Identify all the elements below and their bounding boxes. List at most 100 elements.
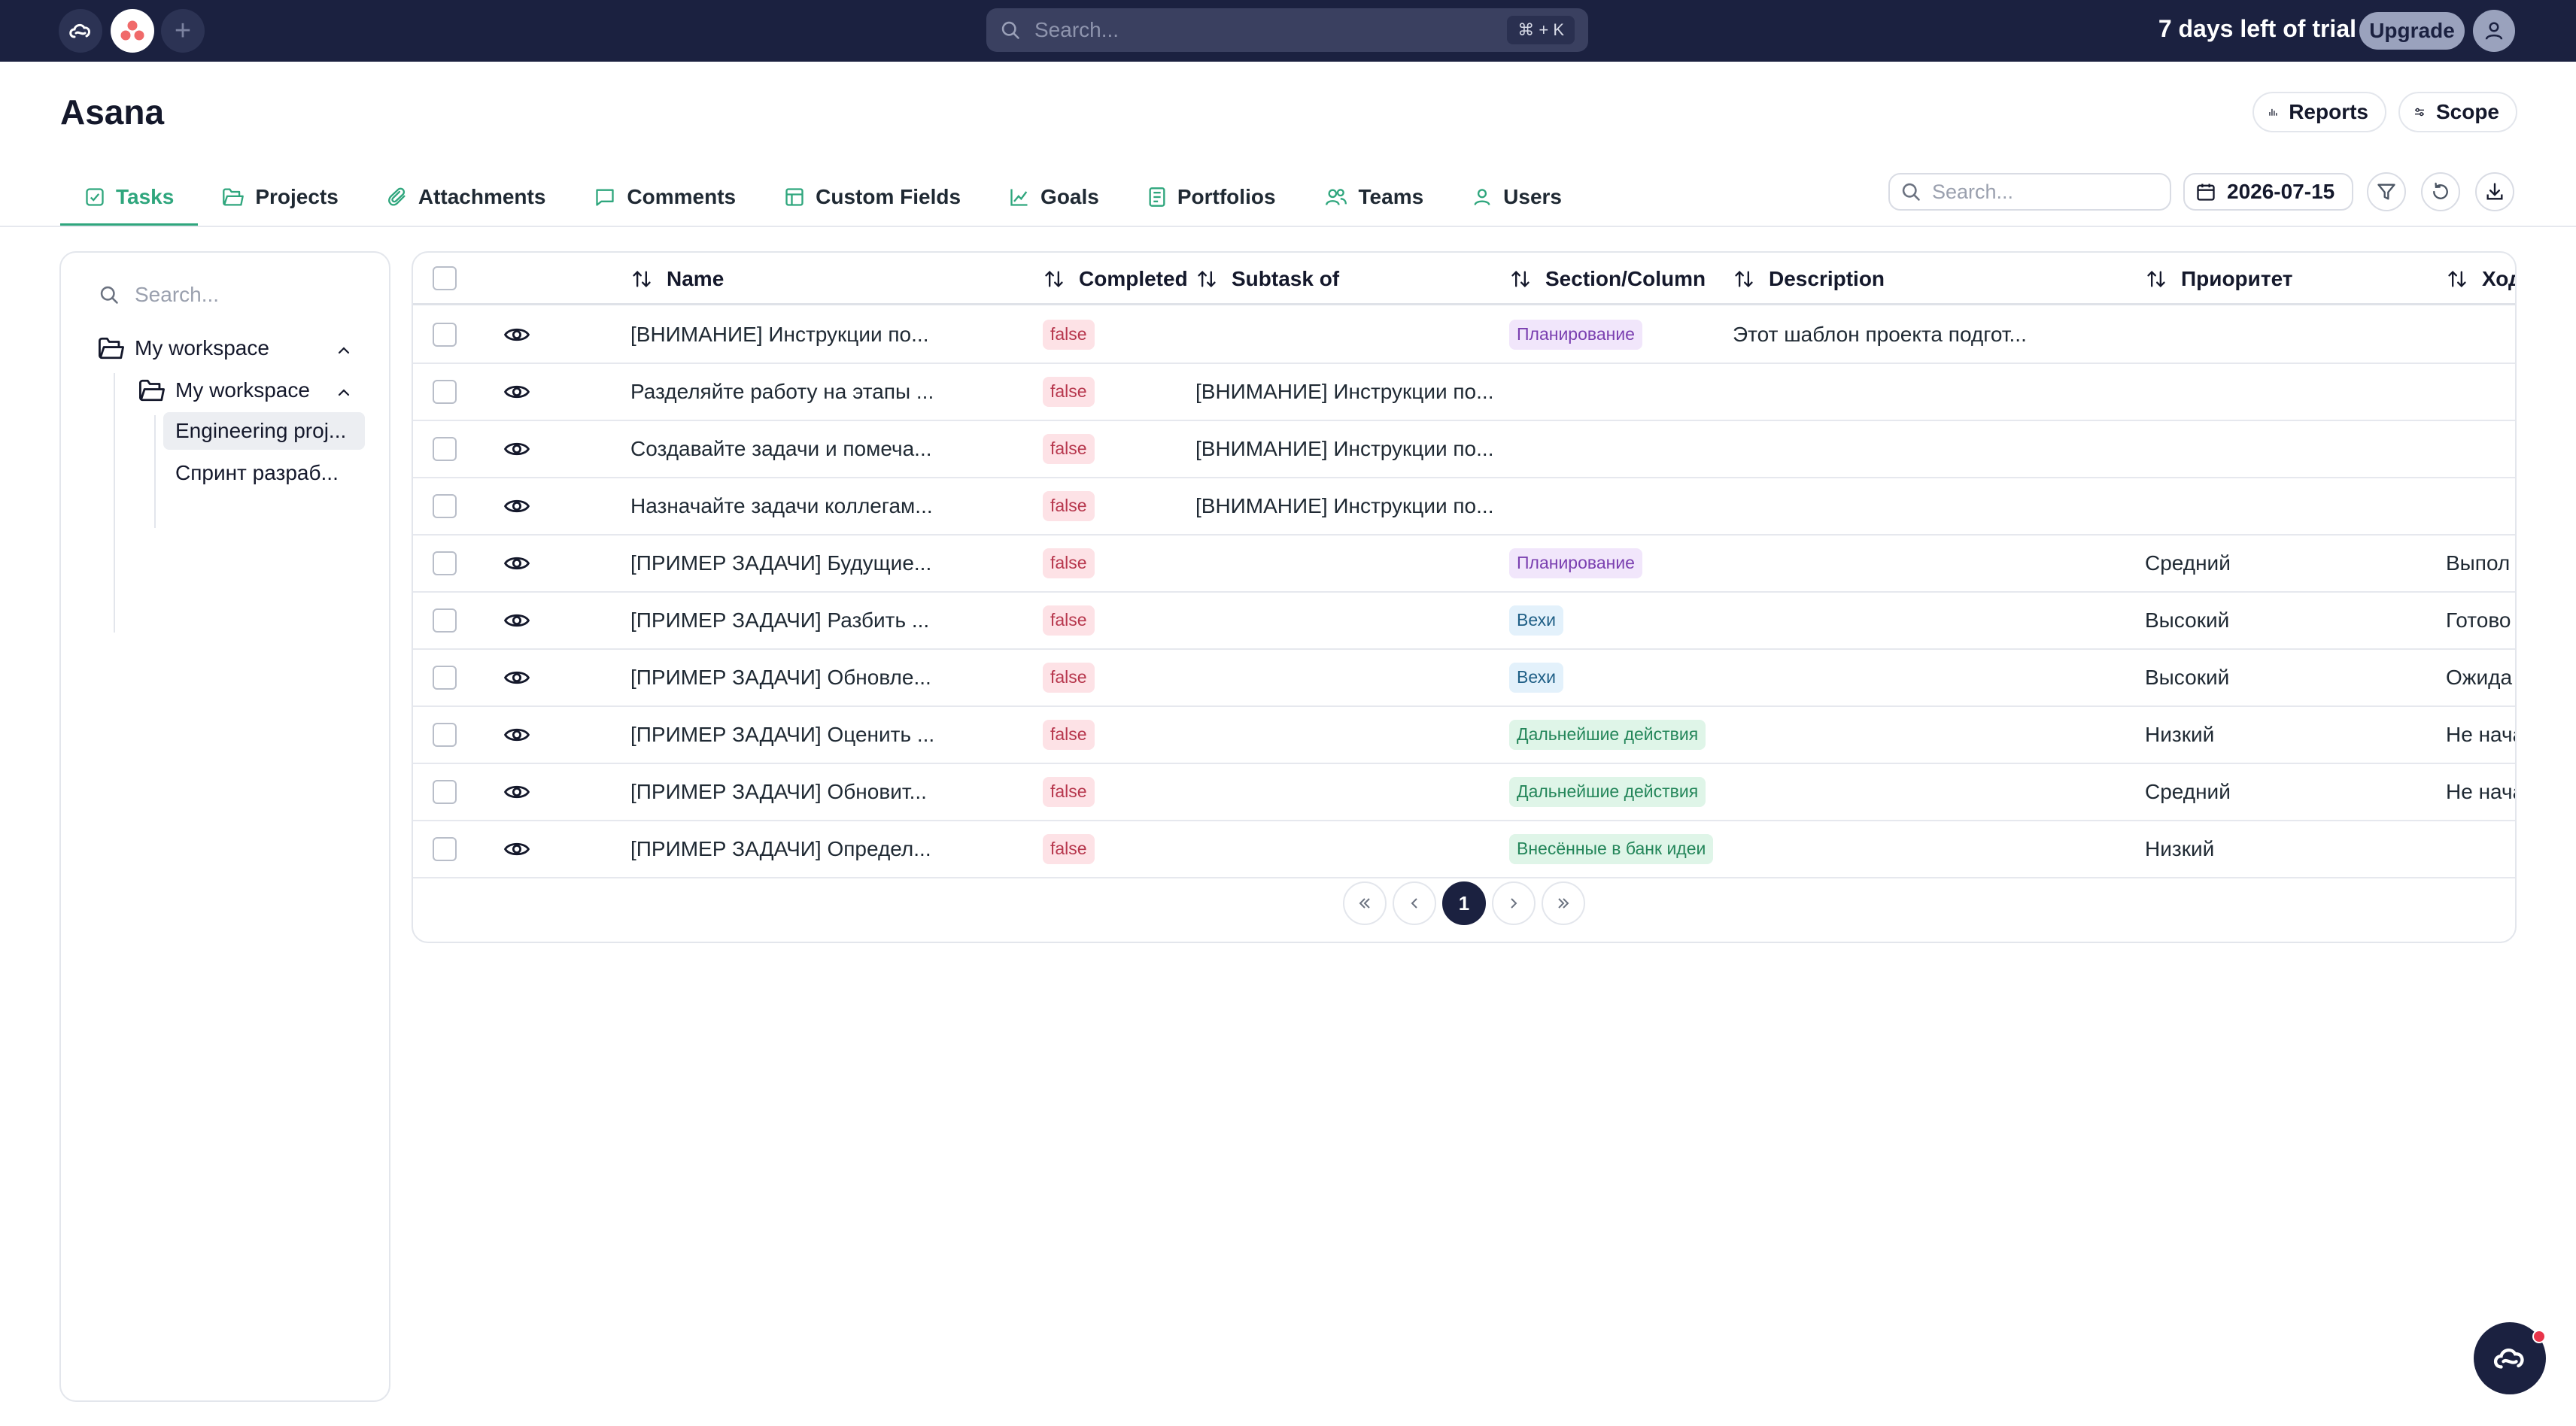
row-checkbox[interactable]	[433, 437, 457, 461]
date-picker[interactable]: 2026-07-15	[2183, 173, 2353, 211]
page-button-current[interactable]: 1	[1442, 881, 1486, 925]
filter-button[interactable]	[2367, 172, 2406, 211]
cell-completed: false	[1043, 536, 1178, 591]
plus-icon[interactable]: +	[161, 9, 205, 53]
tab-attachments[interactable]: Attachments	[363, 167, 570, 227]
th-section[interactable]: Section/Column	[1509, 253, 1706, 305]
cell-progress	[2446, 821, 2515, 877]
tab-custom-fields[interactable]: Custom Fields	[760, 167, 985, 227]
th-description[interactable]: Description	[1733, 253, 1885, 305]
view-eye-icon[interactable]	[503, 421, 541, 477]
table-row[interactable]: Назначайте задачи коллегам... false [ВНИМА…	[413, 478, 2515, 536]
view-eye-icon[interactable]	[503, 536, 541, 591]
tab-comments[interactable]: Comments	[570, 167, 760, 227]
last-page-button[interactable]	[1542, 881, 1585, 925]
th-completed[interactable]: Completed	[1043, 253, 1188, 305]
cell-name[interactable]: [ПРИМЕР ЗАДАЧИ] Оценить ...	[630, 723, 935, 746]
th-name[interactable]: Name	[630, 253, 724, 305]
completed-badge: false	[1043, 377, 1095, 407]
asana-logo-icon[interactable]	[111, 9, 154, 53]
section-badge: Дальнейшие действия	[1509, 777, 1706, 807]
cell-name[interactable]: [ПРИМЕР ЗАДАЧИ] Определ...	[630, 837, 931, 860]
user-avatar[interactable]	[2473, 10, 2515, 52]
reports-button[interactable]: Reports	[2252, 92, 2386, 132]
cell-completed: false	[1043, 764, 1178, 820]
download-button[interactable]	[2475, 172, 2514, 211]
page-title: Asana	[60, 93, 165, 132]
row-checkbox[interactable]	[433, 837, 457, 861]
table-row[interactable]: [ВНИМАНИЕ] Инструкции по... false Планиров…	[413, 307, 2515, 364]
view-eye-icon[interactable]	[503, 707, 541, 763]
tree-item-engineering-project[interactable]: Engineering proj...	[163, 412, 365, 450]
cell-section: Планирование	[1509, 536, 1727, 591]
tab-teams[interactable]: Teams	[1300, 167, 1448, 227]
view-eye-icon[interactable]	[503, 593, 541, 648]
tab-projects[interactable]: Projects	[198, 167, 363, 227]
cell-name[interactable]: [ПРИМЕР ЗАДАЧИ] Будущие...	[630, 551, 932, 575]
table-row[interactable]: [ПРИМЕР ЗАДАЧИ] Будущие... false Планирова…	[413, 536, 2515, 593]
section-badge: Планирование	[1509, 548, 1642, 578]
tree-item-root-workspace[interactable]: My workspace	[97, 335, 269, 361]
view-eye-icon[interactable]	[503, 650, 541, 705]
table-row[interactable]: Создавайте задачи и помеча... false [ВНИМА…	[413, 421, 2515, 478]
tree-guide-line	[154, 415, 156, 528]
table-row[interactable]: Разделяйте работу на этапы ... false [ВНИМ…	[413, 364, 2515, 421]
cell-priority: Низкий	[2145, 837, 2215, 860]
cell-name[interactable]: [ПРИМЕР ЗАДАЧИ] Разбить ...	[630, 608, 930, 632]
cell-name[interactable]: Разделяйте работу на этапы ...	[630, 380, 934, 403]
th-subtask-of[interactable]: Subtask of	[1195, 253, 1339, 305]
cell-name[interactable]: [ПРИМЕР ЗАДАЧИ] Обновит...	[630, 780, 927, 803]
cell-completed: false	[1043, 821, 1178, 877]
prev-page-button[interactable]	[1393, 881, 1436, 925]
tree-item-sprint-project[interactable]: Спринт разраб...	[175, 461, 339, 484]
upgrade-button[interactable]: Upgrade	[2359, 12, 2465, 50]
sort-icon	[1045, 271, 1063, 287]
global-search[interactable]: Search... ⌘ + K	[986, 8, 1588, 52]
cell-name[interactable]: Назначайте задачи коллегам...	[630, 494, 933, 517]
scope-label: Scope	[2435, 100, 2499, 123]
view-eye-icon[interactable]	[503, 821, 541, 877]
view-eye-icon[interactable]	[503, 764, 541, 820]
chevron-up-icon[interactable]	[335, 341, 353, 360]
cell-name[interactable]: [ПРИМЕР ЗАДАЧИ] Обновле...	[630, 666, 931, 689]
view-eye-icon[interactable]	[503, 478, 541, 534]
tab-portfolios[interactable]: Portfolios	[1123, 167, 1300, 227]
scope-button[interactable]: Scope	[2398, 92, 2517, 132]
next-page-button[interactable]	[1492, 881, 1536, 925]
view-eye-icon[interactable]	[503, 364, 541, 420]
tab-goals[interactable]: Goals	[985, 167, 1123, 227]
row-checkbox[interactable]	[433, 723, 457, 747]
row-checkbox[interactable]	[433, 666, 457, 690]
cell-name[interactable]: [ВНИМАНИЕ] Инструкции по...	[630, 323, 929, 346]
refresh-button[interactable]	[2421, 172, 2460, 211]
row-checkbox[interactable]	[433, 494, 457, 518]
first-page-button[interactable]	[1343, 881, 1387, 925]
table-search-input[interactable]: Search...	[1888, 173, 2171, 211]
select-all-checkbox[interactable]	[433, 266, 457, 290]
tab-tasks[interactable]: Tasks	[60, 167, 199, 227]
completed-badge: false	[1043, 491, 1095, 521]
task-check-icon	[86, 188, 104, 206]
th-priority[interactable]: Приоритет	[2145, 253, 2293, 305]
row-checkbox[interactable]	[433, 551, 457, 575]
row-checkbox[interactable]	[433, 323, 457, 347]
view-eye-icon[interactable]	[503, 307, 541, 363]
row-checkbox[interactable]	[433, 780, 457, 804]
cell-section: Вехи	[1509, 593, 1727, 648]
row-checkbox[interactable]	[433, 608, 457, 633]
table-row[interactable]: [ПРИМЕР ЗАДАЧИ] Разбить ... false Вехи Высо…	[413, 593, 2515, 650]
sidebar-search-input[interactable]: Search...	[99, 283, 219, 307]
row-checkbox[interactable]	[433, 380, 457, 404]
table-row[interactable]: [ПРИМЕР ЗАДАЧИ] Оценить ... false Дальнейш…	[413, 707, 2515, 764]
tab-users[interactable]: Users	[1447, 167, 1586, 227]
chevron-up-icon[interactable]	[335, 384, 353, 402]
table-row[interactable]: [ПРИМЕР ЗАДАЧИ] Обновле... false Вехи Высок…	[413, 650, 2515, 707]
table-row[interactable]: [ПРИМЕР ЗАДАЧИ] Обновит... false Дальнейши…	[413, 764, 2515, 821]
cell-name[interactable]: Создавайте задачи и помеча...	[630, 437, 932, 460]
app-logo-icon[interactable]	[59, 9, 102, 53]
chevron-right-icon	[1511, 898, 1517, 909]
table-row[interactable]: [ПРИМЕР ЗАДАЧИ] Определ... false Внесённые…	[413, 821, 2515, 878]
table-search-placeholder: Search...	[1932, 180, 2014, 203]
th-progress[interactable]: Ход	[2446, 253, 2515, 305]
tree-item-child-workspace[interactable]: My workspace	[138, 378, 310, 403]
